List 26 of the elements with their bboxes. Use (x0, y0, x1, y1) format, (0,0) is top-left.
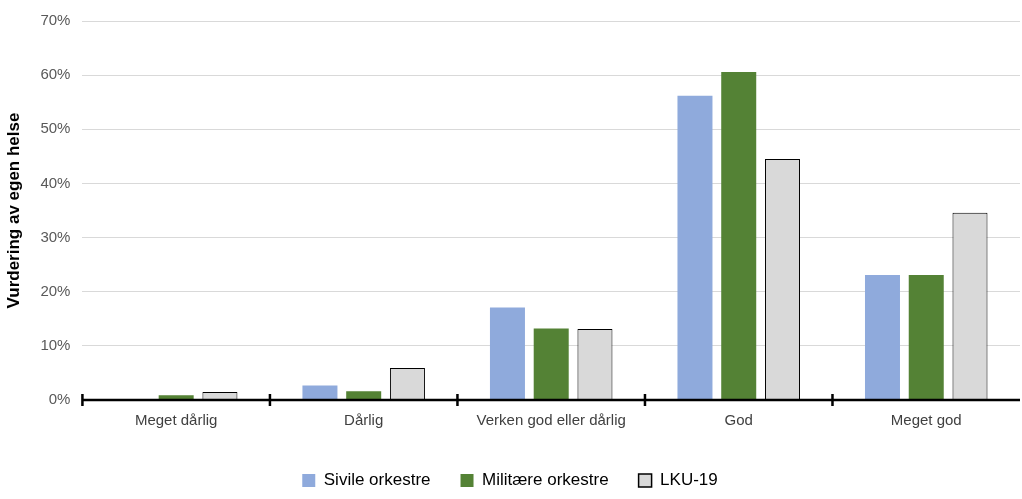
x-tick-label: Dårlig (344, 411, 384, 429)
y-tick-label: 20% (40, 281, 71, 299)
y-tick-label: 50% (40, 119, 71, 137)
legend-label: Sivile orkestre (323, 470, 431, 490)
y-axis-title: Vurdering av egen helse (3, 112, 23, 309)
y-tick-label: 0% (48, 390, 71, 408)
legend-label: Militære orkestre (482, 470, 609, 490)
bar (489, 307, 525, 400)
bar (158, 395, 194, 400)
bar (864, 274, 900, 400)
y-tick-label: 40% (40, 173, 71, 191)
x-tick-label: Meget god (890, 411, 962, 429)
y-tick-label: 30% (40, 227, 71, 245)
x-tick-label: Verken god eller dårlig (476, 411, 626, 429)
bar (908, 274, 944, 400)
bar (302, 385, 338, 400)
x-tick-label: Meget dårlig (134, 411, 218, 429)
bar (533, 328, 569, 400)
bar (677, 95, 713, 400)
legend-label: LKU-19 (660, 470, 718, 490)
bar (346, 391, 382, 400)
y-tick-label: 70% (40, 11, 71, 29)
y-tick-label: 10% (40, 336, 71, 353)
x-tick-label: God (724, 411, 753, 429)
y-tick-label: 60% (40, 65, 71, 83)
bar (721, 71, 757, 400)
